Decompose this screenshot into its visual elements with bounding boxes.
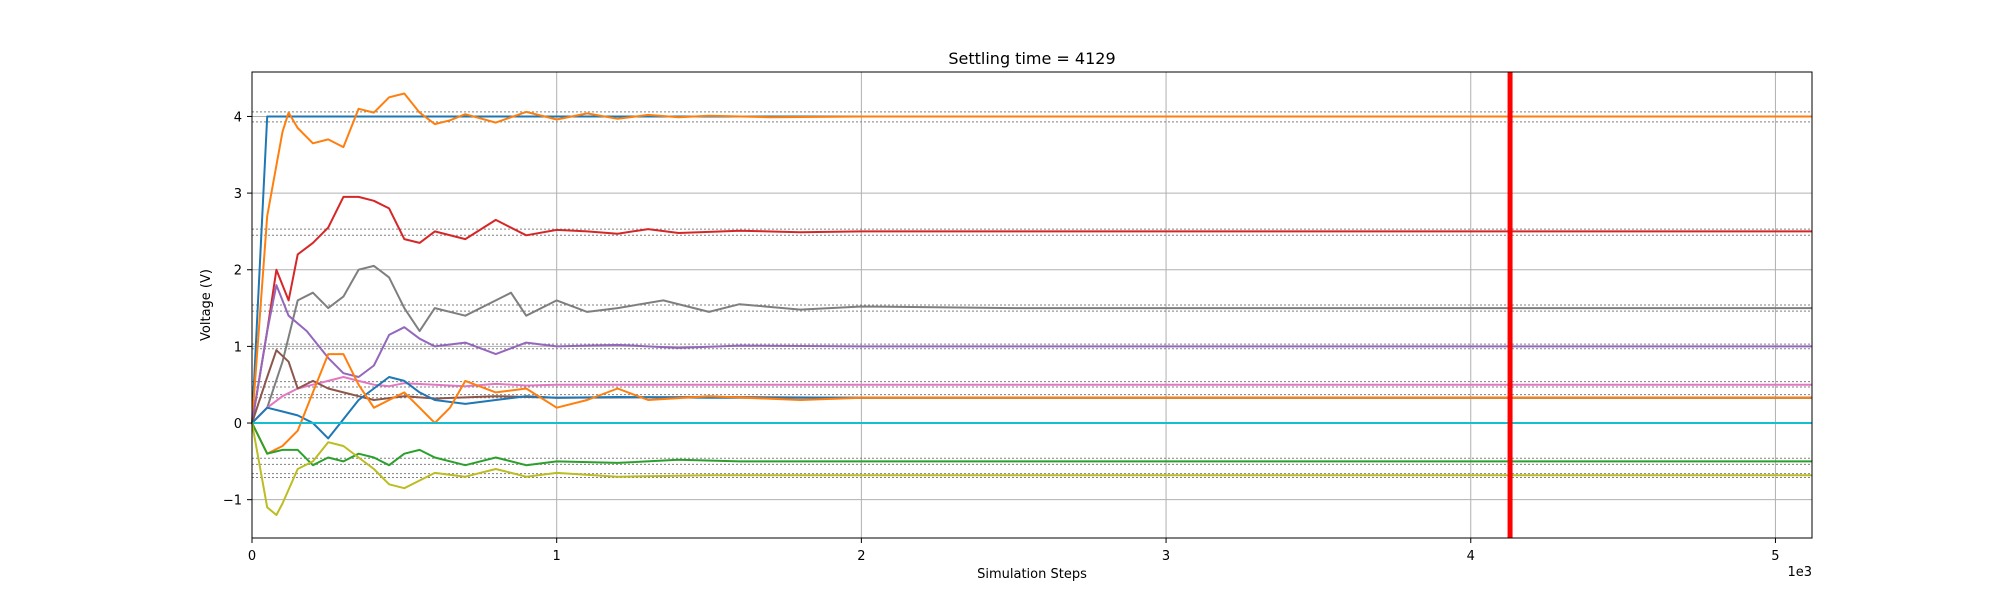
y-tick-label: −1 [223,494,242,509]
x-tick-label: 1 [553,549,561,564]
series-line-3 [251,195,1812,424]
x-tick-label: 2 [857,549,865,564]
series-line-4 [251,264,1812,424]
x-tick-label: 3 [1162,549,1170,564]
axis-ticks: 0 1 2 3 4 5 −1 0 1 2 3 4 [223,110,1780,564]
series-lines [251,92,1812,516]
y-tick-label: 4 [234,110,242,125]
x-tick-label: 5 [1771,549,1779,564]
y-tick-label: 1 [234,340,242,355]
series-line-2 [251,92,1812,424]
series-line-5 [251,284,1812,424]
chart-title: Settling time = 4129 [948,49,1115,68]
y-tick-label: 0 [234,417,242,432]
x-tick-label: 0 [248,549,256,564]
x-axis-label: Simulation Steps [977,567,1087,582]
y-tick-label: 2 [234,264,242,279]
x-axis-offset-label: 1e3 [1787,565,1812,580]
series-line-9 [251,353,1812,455]
y-tick-label: 3 [234,187,242,202]
series-line-11 [251,422,1812,467]
y-axis-label: Voltage (V) [199,269,214,341]
plot-frame [251,71,1813,539]
x-tick-label: 4 [1467,549,1475,564]
series-line-12 [251,422,1812,516]
series-line-6 [251,376,1812,424]
